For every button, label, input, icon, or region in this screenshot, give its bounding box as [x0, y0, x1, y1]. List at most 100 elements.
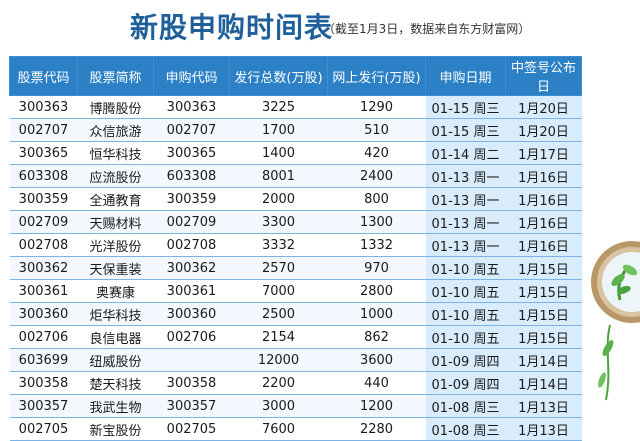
cell-subscription-code: 300362	[153, 256, 230, 280]
header-stock-code: 股票代码	[9, 56, 78, 96]
cell-stock-code: 603699	[9, 348, 78, 372]
header-subscription-date: 申购日期	[425, 56, 506, 96]
table-row: 002705 新宝股份 002705 7600 2280 01-08 周三 1月13日	[9, 417, 582, 441]
cell-stock-name: 良信电器	[77, 325, 154, 349]
cell-stock-code: 002706	[9, 325, 78, 349]
table-row: 300357 我武生物 300357 3000 1200 01-08 周三 1月13日	[9, 394, 582, 418]
cell-online-issue: 1000	[327, 302, 426, 326]
cell-subscription-date: 01-08 周三	[425, 417, 506, 441]
cell-subscription-code: 603308	[153, 164, 230, 188]
cell-result-date: 1月16日	[505, 187, 582, 211]
cell-stock-name: 新宝股份	[77, 417, 154, 441]
table-row: 002708 光洋股份 002708 3332 1332 01-13 周一 1月16日	[9, 233, 582, 257]
cell-stock-code: 002705	[9, 417, 78, 441]
plant-globe-icon	[580, 230, 640, 425]
cell-stock-code: 300357	[9, 394, 78, 418]
table-row: 300359 全通教育 300359 2000 800 01-13 周一 1月16日	[9, 187, 582, 211]
cell-stock-code: 603308	[9, 164, 78, 188]
table-header: 股票代码 股票简称 申购代码 发行总数(万股) 网上发行(万股) 申购日期 中签…	[9, 56, 582, 96]
cell-online-issue: 1290	[327, 95, 426, 119]
cell-result-date: 1月15日	[505, 325, 582, 349]
header-online-issue: 网上发行(万股)	[327, 56, 426, 96]
cell-online-issue: 440	[327, 371, 426, 395]
header-result-date: 中签号公布日	[505, 56, 582, 96]
cell-subscription-date: 01-09 周四	[425, 348, 506, 372]
cell-result-date: 1月13日	[505, 417, 582, 441]
cell-stock-name: 天赐材料	[77, 210, 154, 234]
cell-result-date: 1月15日	[505, 256, 582, 280]
cell-subscription-date: 01-13 周一	[425, 187, 506, 211]
cell-result-date: 1月13日	[505, 394, 582, 418]
cell-total-issue: 2154	[229, 325, 328, 349]
cell-result-date: 1月14日	[505, 348, 582, 372]
cell-subscription-code: 300357	[153, 394, 230, 418]
table-row: 300362 天保重装 300362 2570 970 01-10 周五 1月15日	[9, 256, 582, 280]
header-subscription-code: 申购代码	[153, 56, 230, 96]
cell-total-issue: 2570	[229, 256, 328, 280]
cell-subscription-code: 300363	[153, 95, 230, 119]
page-subtitle: （截至1月3日，数据来自东方财富网）	[323, 22, 531, 36]
cell-online-issue: 510	[327, 118, 426, 142]
cell-subscription-date: 01-09 周四	[425, 371, 506, 395]
cell-subscription-date: 01-10 周五	[425, 302, 506, 326]
cell-total-issue: 3225	[229, 95, 328, 119]
table-row: 002706 良信电器 002706 2154 862 01-10 周五 1月15日	[9, 325, 582, 349]
table-row: 300358 楚天科技 300358 2200 440 01-09 周四 1月14日	[9, 371, 582, 395]
cell-stock-code: 002709	[9, 210, 78, 234]
cell-stock-code: 300358	[9, 371, 78, 395]
cell-online-issue: 2800	[327, 279, 426, 303]
cell-stock-name: 奥赛康	[77, 279, 154, 303]
header-total-issue: 发行总数(万股)	[229, 56, 328, 96]
cell-subscription-code: 002705	[153, 417, 230, 441]
table-row: 603308 应流股份 603308 8001 2400 01-13 周一 1月16日	[9, 164, 582, 188]
cell-result-date: 1月16日	[505, 164, 582, 188]
cell-subscription-code: 300358	[153, 371, 230, 395]
cell-total-issue: 3332	[229, 233, 328, 257]
cell-online-issue: 1332	[327, 233, 426, 257]
table-row: 603699 纽威股份 12000 3600 01-09 周四 1月14日	[9, 348, 582, 372]
cell-total-issue: 1400	[229, 141, 328, 165]
cell-total-issue: 7600	[229, 417, 328, 441]
cell-stock-code: 300360	[9, 302, 78, 326]
ipo-table-container: 股票代码 股票简称 申购代码 发行总数(万股) 网上发行(万股) 申购日期 中签…	[9, 56, 582, 441]
cell-result-date: 1月20日	[505, 118, 582, 142]
cell-subscription-date: 01-08 周三	[425, 394, 506, 418]
cell-stock-name: 博腾股份	[77, 95, 154, 119]
cell-online-issue: 2280	[327, 417, 426, 441]
title-bar: 新股申购时间表 （截至1月3日，数据来自东方财富网）	[0, 0, 640, 52]
cell-stock-code: 300365	[9, 141, 78, 165]
cell-online-issue: 862	[327, 325, 426, 349]
cell-stock-name: 全通教育	[77, 187, 154, 211]
page-title: 新股申购时间表	[130, 11, 334, 44]
cell-stock-name: 众信旅游	[77, 118, 154, 142]
cell-online-issue: 2400	[327, 164, 426, 188]
cell-stock-name: 应流股份	[77, 164, 154, 188]
cell-total-issue: 1700	[229, 118, 328, 142]
cell-subscription-date: 01-10 周五	[425, 325, 506, 349]
cell-stock-name: 光洋股份	[77, 233, 154, 257]
cell-subscription-code: 300365	[153, 141, 230, 165]
cell-total-issue: 3300	[229, 210, 328, 234]
cell-stock-name: 楚天科技	[77, 371, 154, 395]
table-row: 002709 天赐材料 002709 3300 1300 01-13 周一 1月16日	[9, 210, 582, 234]
cell-subscription-date: 01-10 周五	[425, 279, 506, 303]
cell-online-issue: 970	[327, 256, 426, 280]
cell-stock-name: 我武生物	[77, 394, 154, 418]
cell-total-issue: 2200	[229, 371, 328, 395]
cell-total-issue: 8001	[229, 164, 328, 188]
cell-result-date: 1月16日	[505, 210, 582, 234]
cell-result-date: 1月15日	[505, 302, 582, 326]
cell-subscription-date: 01-14 周二	[425, 141, 506, 165]
cell-subscription-code: 300359	[153, 187, 230, 211]
cell-result-date: 1月17日	[505, 141, 582, 165]
cell-online-issue: 1300	[327, 210, 426, 234]
table-row: 300360 炬华科技 300360 2500 1000 01-10 周五 1月15日	[9, 302, 582, 326]
cell-result-date: 1月16日	[505, 233, 582, 257]
cell-subscription-date: 01-13 周一	[425, 233, 506, 257]
cell-total-issue: 7000	[229, 279, 328, 303]
cell-online-issue: 1200	[327, 394, 426, 418]
cell-stock-code: 300362	[9, 256, 78, 280]
table-row: 002707 众信旅游 002707 1700 510 01-15 周三 1月20日	[9, 118, 582, 142]
cell-result-date: 1月20日	[505, 95, 582, 119]
cell-subscription-code: 002707	[153, 118, 230, 142]
